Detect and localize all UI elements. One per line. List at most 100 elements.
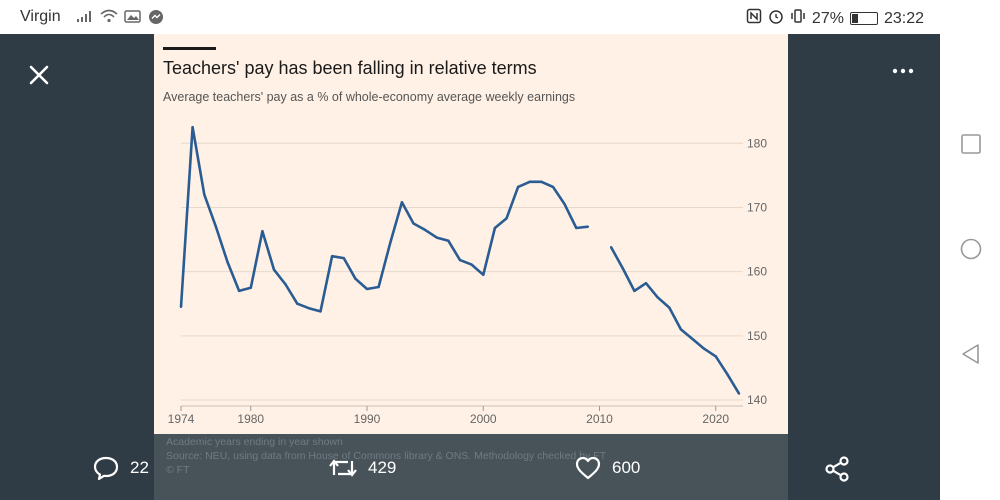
retweet-button[interactable]: 429 xyxy=(328,455,396,481)
data-point-1978 xyxy=(226,260,229,264)
data-point-1997 xyxy=(447,239,450,243)
data-point-2003 xyxy=(516,185,520,189)
signal-icon xyxy=(76,9,94,28)
data-point-1993 xyxy=(400,201,404,204)
recents-button[interactable] xyxy=(960,133,982,155)
data-point-2002 xyxy=(505,217,508,220)
data-point-1991 xyxy=(377,285,380,289)
comment-icon xyxy=(93,456,119,481)
messenger-icon xyxy=(148,9,164,28)
like-count: 600 xyxy=(612,458,641,477)
data-point-1986 xyxy=(319,310,322,313)
share-icon xyxy=(825,456,849,482)
x-tick-label: 2020 xyxy=(702,412,729,426)
data-point-1994 xyxy=(412,222,415,225)
x-tick-label: 2000 xyxy=(470,412,497,426)
chart-image: Teachers' pay has been falling in relati… xyxy=(154,34,788,500)
footnotes-overlay: Academic years ending in year shown Sour… xyxy=(154,434,788,500)
data-point-1995 xyxy=(423,228,427,232)
data-point-1976 xyxy=(203,193,206,196)
data-point-2000 xyxy=(482,273,485,277)
y-tick-label: 140 xyxy=(747,393,767,407)
heart-icon xyxy=(575,456,601,480)
data-point-2014 xyxy=(644,281,648,285)
image-viewer: Teachers' pay has been falling in relati… xyxy=(0,34,940,500)
data-point-2019 xyxy=(702,347,706,350)
data-point-1975 xyxy=(191,126,194,129)
more-options-button[interactable] xyxy=(888,60,918,84)
data-point-1981 xyxy=(261,229,264,233)
data-point-2018 xyxy=(691,337,694,341)
home-button[interactable] xyxy=(960,238,982,260)
data-point-2001 xyxy=(493,226,497,230)
data-point-2016 xyxy=(668,306,671,309)
data-point-1985 xyxy=(307,307,311,310)
data-point-1996 xyxy=(435,236,438,239)
like-button[interactable]: 600 xyxy=(574,455,640,481)
x-tick-label: 2010 xyxy=(586,412,613,426)
chart-title: Teachers' pay has been falling in relati… xyxy=(163,58,537,78)
carrier-name: Virgin xyxy=(20,8,61,25)
data-point-2004 xyxy=(528,180,531,183)
data-point-2009 xyxy=(586,225,590,228)
data-point-1999 xyxy=(470,263,473,266)
status-icons-right: 27% 23:22 xyxy=(746,8,924,29)
footnote-copyright: © FT xyxy=(166,464,190,476)
data-point-2007 xyxy=(563,203,566,206)
data-point-1989 xyxy=(354,277,357,280)
data-point-2015 xyxy=(656,296,659,299)
battery-percent: 27% xyxy=(811,9,844,27)
data-point-2006 xyxy=(551,185,555,189)
square-recents-icon xyxy=(961,134,981,154)
x-tick-label: 1990 xyxy=(354,412,381,426)
title-accent-bar xyxy=(163,47,216,50)
data-point-1987 xyxy=(330,255,334,258)
photo-notification-icon xyxy=(124,9,142,28)
x-tick-label: 1974 xyxy=(168,412,195,426)
footnote-note: Academic years ending in year shown xyxy=(166,436,343,448)
data-point-1984 xyxy=(296,302,299,305)
triangle-back-icon xyxy=(962,344,979,364)
back-button[interactable] xyxy=(960,343,982,365)
data-point-1990 xyxy=(365,287,369,291)
data-point-1980 xyxy=(249,286,252,289)
y-tick-label: 180 xyxy=(747,136,767,150)
data-point-2013 xyxy=(633,289,636,293)
data-point-2012 xyxy=(621,267,624,270)
circle-home-icon xyxy=(960,238,982,260)
comment-count: 22 xyxy=(130,458,149,477)
footnote-source: Source: NEU, using data from House of Co… xyxy=(166,450,607,462)
data-point-2011 xyxy=(609,246,613,249)
data-point-1982 xyxy=(272,268,276,271)
y-tick-label: 170 xyxy=(747,200,767,214)
battery-icon xyxy=(849,12,878,25)
data-point-1983 xyxy=(284,283,287,286)
status-icons-left xyxy=(76,9,164,28)
data-point-1977 xyxy=(214,225,218,228)
comment-button[interactable]: 22 xyxy=(92,455,149,481)
close-button[interactable] xyxy=(26,62,52,88)
retweet-count: 429 xyxy=(368,458,397,477)
series-line-segment-2 xyxy=(609,246,741,395)
close-icon xyxy=(29,65,49,85)
data-point-2020 xyxy=(714,355,717,358)
share-button[interactable] xyxy=(823,455,851,483)
alarm-icon xyxy=(768,8,784,29)
data-point-2022 xyxy=(737,392,741,395)
data-point-2005 xyxy=(540,180,543,183)
wifi-icon xyxy=(100,9,118,28)
battery-level xyxy=(851,14,859,23)
data-point-2021 xyxy=(726,373,729,376)
data-point-1992 xyxy=(389,241,392,244)
chart-subtitle: Average teachers' pay as a % of whole-ec… xyxy=(163,90,576,104)
data-point-2008 xyxy=(575,226,578,230)
data-point-2017 xyxy=(679,328,683,331)
data-point-1988 xyxy=(342,256,345,260)
data-point-1998 xyxy=(458,258,462,262)
y-tick-label: 160 xyxy=(747,265,767,279)
clock: 23:22 xyxy=(883,9,924,27)
android-nav-bar xyxy=(940,0,1000,500)
series-line-segment-1 xyxy=(179,125,589,313)
vibrate-icon xyxy=(790,8,806,29)
y-tick-label: 150 xyxy=(747,329,767,343)
